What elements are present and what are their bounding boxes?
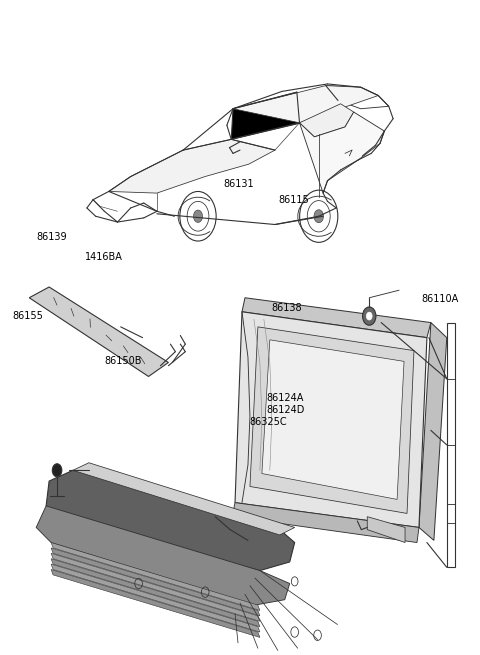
Bar — [447, 322, 455, 567]
Text: 86139: 86139 — [36, 233, 67, 242]
Circle shape — [362, 307, 376, 326]
Polygon shape — [233, 86, 378, 122]
Polygon shape — [262, 340, 404, 499]
Text: 86325C: 86325C — [250, 417, 287, 427]
Polygon shape — [367, 517, 405, 542]
Polygon shape — [73, 462, 295, 535]
Polygon shape — [300, 103, 354, 137]
Polygon shape — [250, 327, 414, 514]
Polygon shape — [51, 553, 260, 621]
Text: 86124D: 86124D — [266, 405, 305, 415]
Text: 86155: 86155 — [12, 310, 43, 321]
Polygon shape — [51, 564, 260, 632]
Text: 86124A: 86124A — [266, 393, 304, 403]
Polygon shape — [232, 502, 419, 542]
Text: 86138: 86138 — [271, 303, 301, 313]
Polygon shape — [51, 542, 260, 610]
Polygon shape — [419, 322, 447, 540]
Polygon shape — [51, 559, 260, 627]
Polygon shape — [51, 569, 260, 637]
Text: 86150B: 86150B — [104, 356, 142, 366]
Polygon shape — [326, 86, 389, 109]
Polygon shape — [46, 470, 295, 571]
Polygon shape — [300, 112, 384, 193]
Text: 86115: 86115 — [278, 195, 309, 205]
Polygon shape — [29, 287, 168, 377]
Circle shape — [366, 312, 372, 320]
Circle shape — [193, 210, 203, 223]
Circle shape — [314, 210, 324, 223]
Text: 86131: 86131 — [223, 179, 254, 189]
Polygon shape — [231, 92, 301, 140]
Polygon shape — [235, 312, 427, 527]
Polygon shape — [51, 548, 260, 616]
Circle shape — [52, 464, 62, 477]
Polygon shape — [242, 298, 431, 338]
Text: 1416BA: 1416BA — [85, 252, 123, 262]
Polygon shape — [109, 140, 275, 193]
Text: 86110A: 86110A — [421, 295, 458, 305]
Polygon shape — [36, 506, 290, 605]
